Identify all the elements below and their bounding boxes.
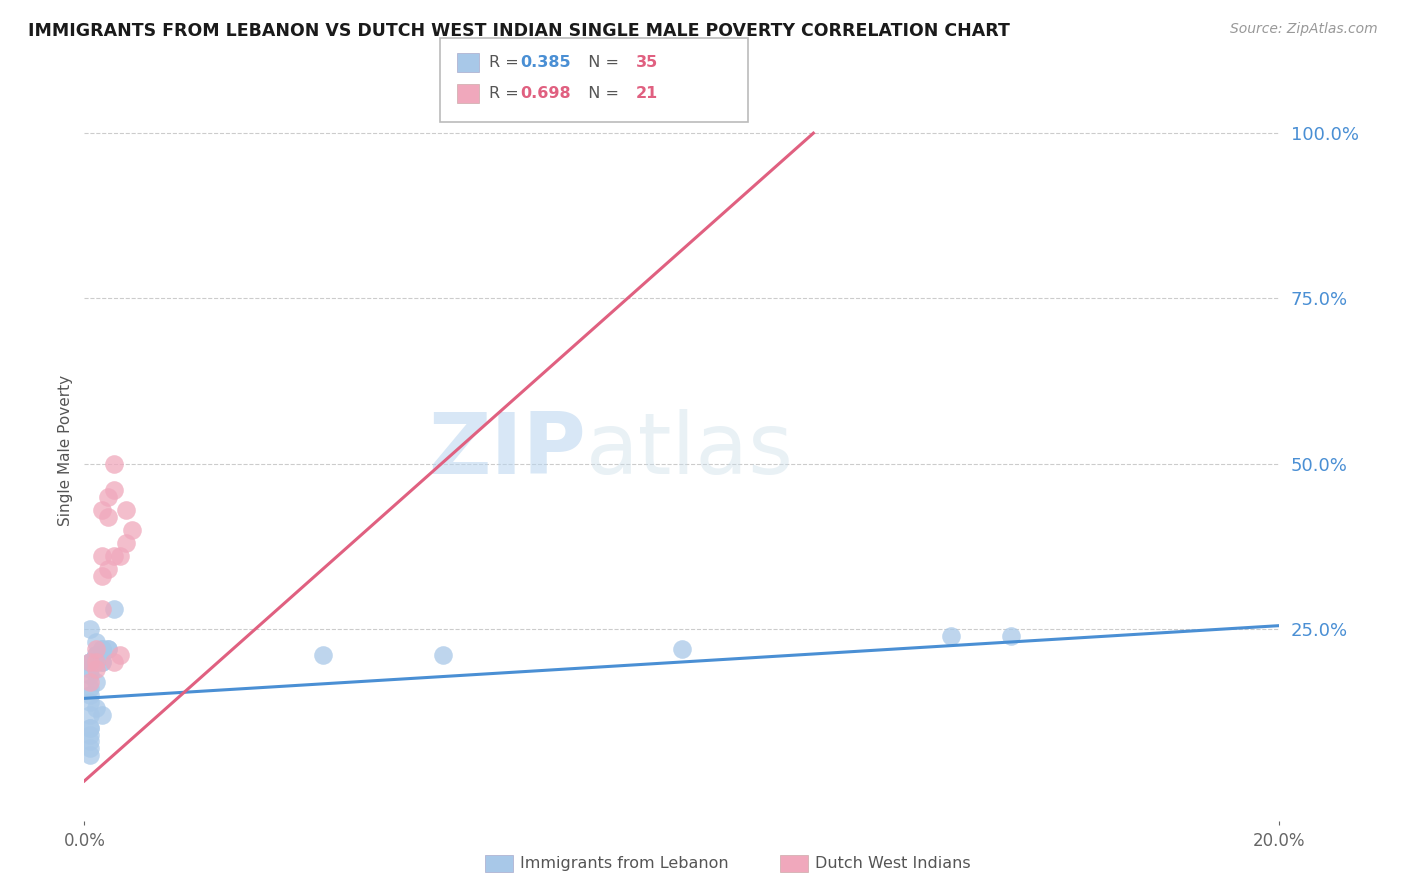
Point [79, 734, 101, 748]
Text: 0.698: 0.698 [520, 87, 571, 101]
Point [79, 688, 101, 702]
Point [110, 648, 132, 663]
Point [79, 721, 101, 735]
Point [86, 701, 108, 715]
Point [86, 648, 108, 663]
Point [79, 622, 101, 636]
Point [91, 641, 114, 656]
Point [86, 635, 108, 649]
Point [79, 655, 101, 669]
Point [110, 549, 132, 564]
Point [1000, 629, 1022, 643]
Point [97, 509, 120, 524]
Text: R =: R = [489, 87, 524, 101]
Point [103, 483, 125, 497]
Text: Dutch West Indians: Dutch West Indians [815, 856, 972, 871]
Point [97, 641, 120, 656]
Text: Source: ZipAtlas.com: Source: ZipAtlas.com [1230, 22, 1378, 37]
Point [121, 523, 143, 537]
Point [312, 648, 335, 663]
Text: 35: 35 [636, 55, 658, 70]
Point [91, 655, 114, 669]
Point [79, 728, 101, 742]
Text: IMMIGRANTS FROM LEBANON VS DUTCH WEST INDIAN SINGLE MALE POVERTY CORRELATION CHA: IMMIGRANTS FROM LEBANON VS DUTCH WEST IN… [28, 22, 1010, 40]
Text: R =: R = [489, 55, 524, 70]
Text: N =: N = [578, 87, 624, 101]
Point [103, 602, 125, 616]
Point [86, 662, 108, 676]
Point [79, 707, 101, 722]
Point [86, 648, 108, 663]
Point [86, 641, 108, 656]
Text: 21: 21 [636, 87, 658, 101]
Point [86, 648, 108, 663]
Point [79, 681, 101, 696]
Point [97, 562, 120, 576]
Text: Immigrants from Lebanon: Immigrants from Lebanon [520, 856, 728, 871]
Text: 0.385: 0.385 [520, 55, 571, 70]
Point [97, 641, 120, 656]
Point [79, 747, 101, 762]
Point [939, 629, 962, 643]
Text: ZIP: ZIP [429, 409, 586, 492]
Point [115, 536, 138, 550]
Point [91, 549, 114, 564]
Y-axis label: Single Male Poverty: Single Male Poverty [58, 375, 73, 526]
Point [79, 721, 101, 735]
Point [86, 655, 108, 669]
Point [79, 655, 101, 669]
Point [79, 668, 101, 682]
Point [91, 707, 114, 722]
Point [79, 674, 101, 689]
Point [97, 490, 120, 504]
Point [91, 641, 114, 656]
Text: N =: N = [578, 55, 624, 70]
Point [103, 655, 125, 669]
Point [91, 655, 114, 669]
Point [91, 602, 114, 616]
Point [86, 655, 108, 669]
Point [91, 503, 114, 517]
Point [79, 655, 101, 669]
Point [671, 641, 693, 656]
Point [91, 569, 114, 583]
Text: atlas: atlas [586, 409, 794, 492]
Point [103, 549, 125, 564]
Point [79, 695, 101, 709]
Point [79, 740, 101, 755]
Point [103, 457, 125, 471]
Point [79, 662, 101, 676]
Point [86, 674, 108, 689]
Point [115, 503, 138, 517]
Point [432, 648, 454, 663]
